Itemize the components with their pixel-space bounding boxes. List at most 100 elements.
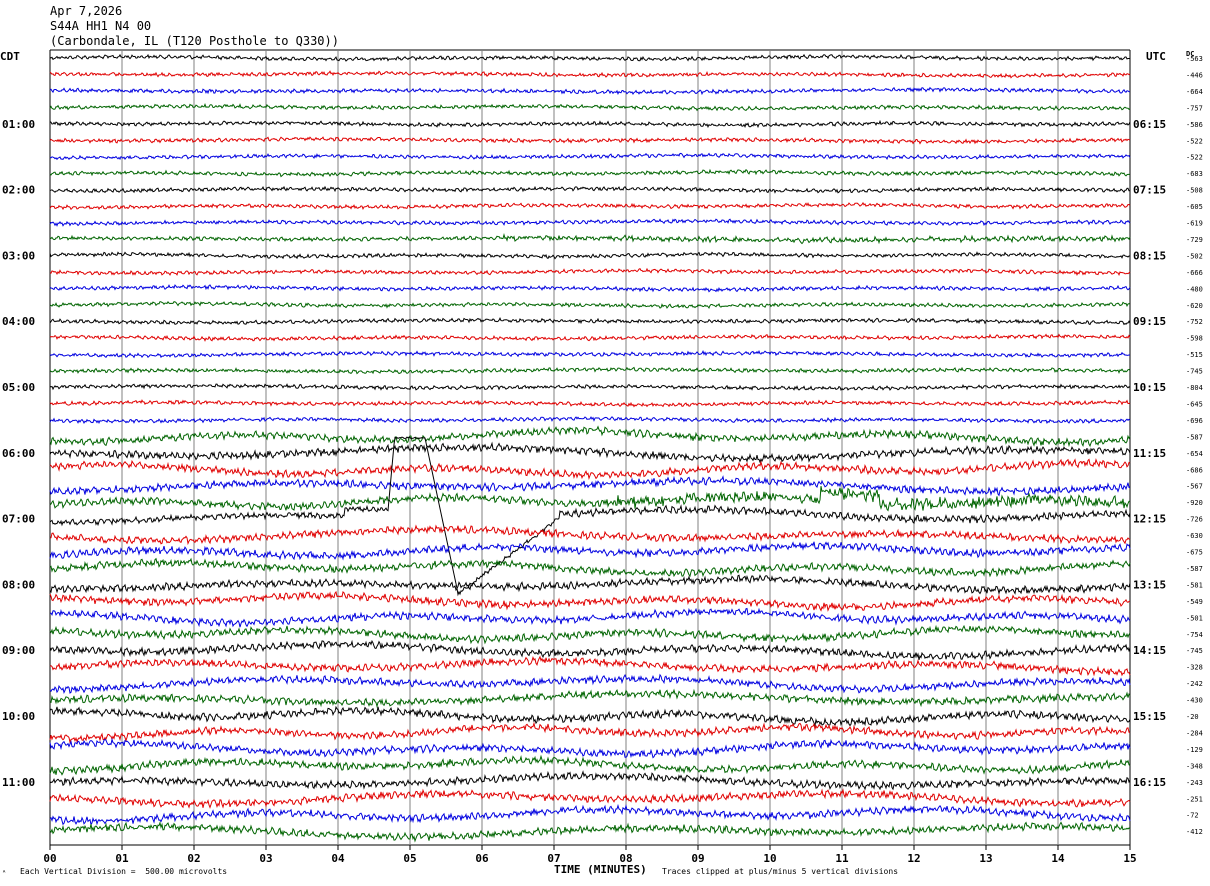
right-time-label: 07:15: [1133, 184, 1166, 197]
dc-offset-label: -581: [1186, 581, 1203, 589]
dc-offset-label: -522: [1186, 137, 1203, 145]
left-time-label: 01:00: [2, 118, 35, 131]
dc-offset-label: -726: [1186, 516, 1203, 524]
trace-line: [49, 251, 1130, 260]
trace-line: [49, 218, 1131, 227]
trace-line: [49, 655, 1131, 677]
header-station: S44A HH1 N4 00: [50, 19, 152, 33]
grid-lines: [49, 49, 1131, 850]
trace-group: [49, 53, 1131, 843]
trace-line: [49, 366, 1131, 375]
dc-offset-label: -683: [1186, 170, 1203, 178]
dc-offset-label: -129: [1186, 746, 1203, 754]
dc-offset-label: -515: [1186, 351, 1203, 359]
dc-offset-label: -920: [1186, 499, 1203, 507]
dc-offset-label: -630: [1186, 532, 1203, 540]
dc-offset-label: -348: [1186, 762, 1203, 770]
trace-line: [49, 53, 1131, 62]
dc-offset-label: -243: [1186, 779, 1203, 787]
right-time-label: 13:15: [1133, 578, 1166, 591]
footer-mark: ᴬ: [2, 869, 7, 877]
trace-line: [49, 524, 1131, 546]
trace-line: [49, 349, 1130, 359]
left-timezone-label: CDT: [0, 50, 20, 63]
left-time-label: 11:00: [2, 776, 35, 789]
trace-line: [49, 557, 1131, 578]
right-time-label: 09:15: [1133, 315, 1166, 328]
x-tick-label: 08: [619, 852, 632, 865]
trace-line: [49, 788, 1131, 809]
trace-line: [49, 168, 1130, 178]
trace-line: [49, 441, 1131, 464]
dc-offset-label: -598: [1186, 335, 1203, 343]
right-time-label: 06:15: [1133, 118, 1166, 131]
trace-line: [49, 301, 1131, 310]
trace-line: [49, 425, 1131, 448]
x-tick-label: 15: [1123, 852, 1136, 865]
x-tick-label: 06: [475, 852, 489, 865]
left-time-label: 02:00: [2, 184, 35, 197]
dc-offset-labels: -563 -446 -664 -757 -586 -522 -522 -683 -508 -605…: [1186, 55, 1203, 836]
trace-line: [49, 705, 1131, 728]
trace-line: [49, 486, 1131, 512]
trace-line: [49, 103, 1131, 112]
x-tick-label: 00: [43, 852, 56, 865]
x-tick-label: 10: [763, 852, 776, 865]
right-time-label: 08:15: [1133, 249, 1166, 262]
left-time-label: 08:00: [2, 578, 35, 591]
trace-line: [49, 136, 1131, 145]
dc-offset-label: -666: [1186, 269, 1203, 277]
x-tick-label: 05: [403, 852, 416, 865]
right-time-label: 12:15: [1133, 513, 1166, 526]
trace-line: [49, 457, 1131, 481]
dc-offset-label: -664: [1186, 88, 1203, 96]
trace-line: [49, 70, 1131, 79]
trace-line: [49, 607, 1131, 628]
dc-offset-label: -328: [1186, 664, 1203, 672]
left-time-labels: 01:00 02:00 03:00 04:00 05:00 06:00 07:00 08:00…: [2, 118, 35, 789]
x-tick-label: 12: [907, 852, 920, 865]
trace-line: [49, 624, 1131, 645]
trace-line: [49, 416, 1131, 424]
scale-note: Each Vertical Division = 500.00 microvol…: [20, 867, 228, 876]
trace-line: [49, 284, 1131, 293]
dc-offset-label: -587: [1186, 565, 1203, 573]
dc-offset-label: -645: [1186, 400, 1203, 408]
dc-offset-label: -549: [1186, 598, 1203, 606]
dc-offset-label: -501: [1186, 614, 1203, 622]
trace-line: [49, 673, 1131, 694]
dc-offset-label: -567: [1186, 483, 1203, 491]
x-tick-label: 01: [115, 852, 129, 865]
dc-offset-label: -729: [1186, 236, 1203, 244]
dc-offset-label: -745: [1186, 368, 1203, 376]
x-tick-label: 04: [331, 852, 345, 865]
x-tick-labels: 00 01 02 03 04 05 06 07 08 09 10 11 12 13 14 15: [43, 852, 1136, 865]
trace-line: [49, 803, 1131, 826]
x-tick-label: 07: [547, 852, 560, 865]
dc-offset-label: -654: [1186, 450, 1203, 458]
dc-offset-label: -686: [1186, 466, 1203, 474]
dc-offset-label: -480: [1186, 285, 1203, 293]
left-time-label: 03:00: [2, 249, 35, 262]
left-time-label: 04:00: [2, 315, 35, 328]
left-time-label: 09:00: [2, 644, 35, 657]
dc-offset-label: -72: [1186, 812, 1199, 820]
trace-line: [49, 475, 1131, 497]
trace-line: [49, 574, 1131, 596]
dc-offset-label: -251: [1186, 795, 1203, 803]
left-time-label: 07:00: [2, 513, 35, 526]
trace-line: [49, 639, 1131, 661]
header-location: (Carbondale, IL (T120 Posthole to Q330)): [50, 34, 339, 48]
trace-line: [49, 333, 1131, 342]
dc-offset-label: -284: [1186, 729, 1203, 737]
left-time-label: 06:00: [2, 447, 35, 460]
dc-offset-label: -412: [1186, 828, 1203, 836]
x-tick-label: 02: [187, 852, 200, 865]
trace-line: [49, 436, 1131, 597]
x-tick-label: 03: [259, 852, 272, 865]
x-tick-label: 13: [979, 852, 992, 865]
left-time-label: 05:00: [2, 381, 35, 394]
trace-line: [49, 737, 1131, 759]
dc-offset-label: -804: [1186, 384, 1203, 392]
trace-line: [49, 152, 1131, 161]
